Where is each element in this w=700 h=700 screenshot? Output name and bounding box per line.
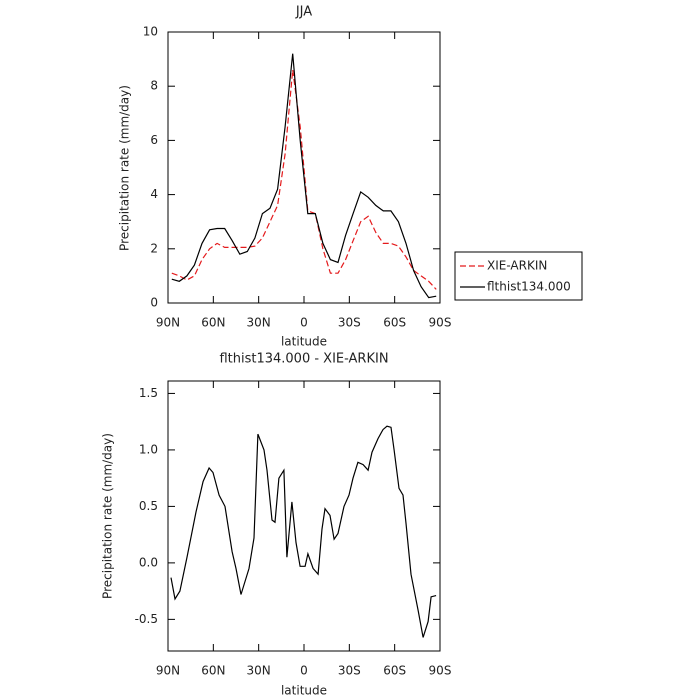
x-tick-label: 60N	[201, 316, 225, 330]
y-tick-label: 0.5	[139, 499, 158, 513]
chart-title: JJA	[295, 5, 312, 20]
data-line	[170, 425, 437, 638]
x-tick-label: 90N	[156, 316, 180, 330]
y-tick-label: 6	[150, 133, 158, 147]
x-tick-label: 30S	[338, 664, 361, 678]
y-tick-label: 1.0	[139, 442, 158, 456]
x-tick-label: 60S	[383, 664, 406, 678]
data-line	[171, 53, 437, 299]
y-tick-label: 10	[143, 25, 158, 39]
y-tick-label: 2	[150, 241, 158, 255]
x-axis-label: latitude	[281, 335, 327, 349]
y-tick-label: 0	[150, 296, 158, 310]
plot-frame	[167, 380, 441, 652]
y-axis-label: Precipitation rate (mm/day)	[118, 85, 132, 251]
x-tick-label: 90S	[429, 664, 452, 678]
x-tick-label: 90N	[156, 664, 180, 678]
chart-title: flthist134.000 - XIE-ARKIN	[219, 352, 388, 367]
x-tick-label: 30S	[338, 316, 361, 330]
x-tick-label: 30N	[247, 316, 271, 330]
x-tick-label: 60N	[201, 664, 225, 678]
plot-frame	[167, 31, 441, 304]
legend-label: flthist134.000	[487, 280, 571, 294]
y-tick-label: 4	[150, 187, 158, 201]
y-tick-label: -0.5	[135, 612, 158, 626]
x-tick-label: 30N	[247, 664, 271, 678]
data-line	[171, 69, 437, 290]
x-axis-label: latitude	[281, 684, 327, 698]
legend-label: XIE-ARKIN	[487, 259, 547, 273]
x-tick-label: 0	[300, 664, 308, 678]
y-tick-label: 0.0	[139, 555, 158, 569]
x-tick-label: 0	[300, 316, 308, 330]
y-axis-label: Precipitation rate (mm/day)	[101, 433, 115, 599]
x-tick-label: 90S	[429, 316, 452, 330]
legend-box	[454, 251, 583, 301]
y-tick-label: 8	[150, 79, 158, 93]
x-tick-label: 60S	[383, 316, 406, 330]
y-tick-label: 1.5	[139, 386, 158, 400]
